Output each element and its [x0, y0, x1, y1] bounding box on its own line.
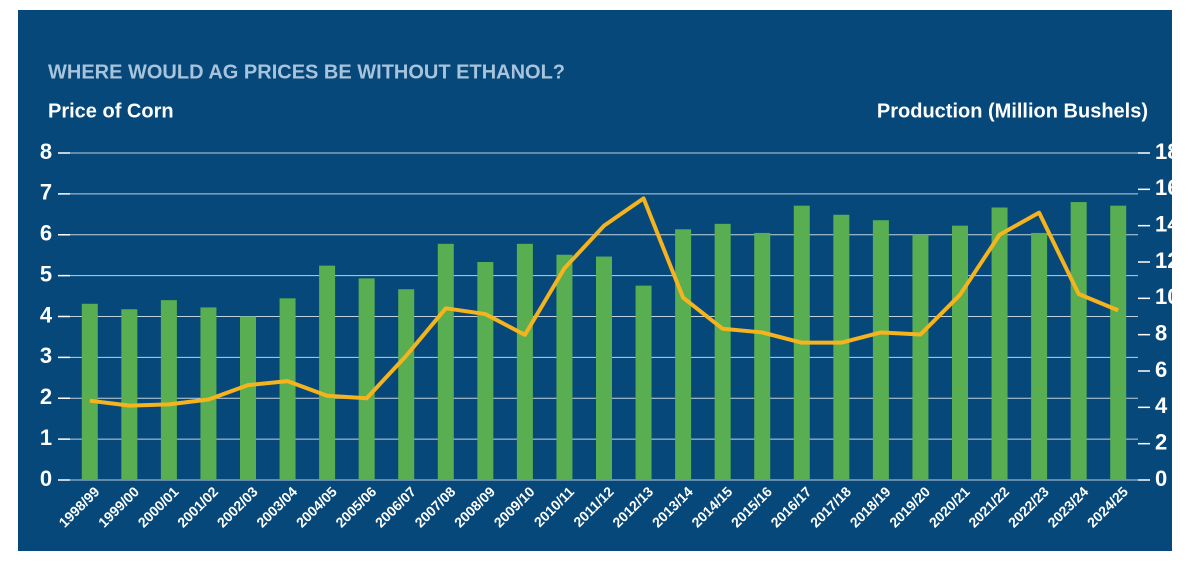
y-tick-label: 3: [40, 343, 52, 368]
bar: [200, 307, 217, 480]
bar: [952, 225, 968, 480]
y2-tick-label: 18: [1155, 139, 1179, 164]
bar: [516, 243, 533, 480]
y-axis-label: Price of Corn: [48, 100, 174, 122]
y2-tick-label: 8: [1155, 320, 1167, 345]
bar: [240, 316, 256, 480]
y2-tick-label: 12: [1155, 248, 1179, 273]
y-tick-label: 1: [40, 425, 52, 450]
y-tick-label: 6: [40, 221, 52, 246]
bar: [121, 309, 138, 480]
bar: [358, 278, 375, 480]
bar: [81, 303, 98, 480]
line: [89, 196, 1119, 408]
bar: [1031, 232, 1048, 480]
bar: [754, 232, 771, 480]
y2-tick-label: 6: [1155, 357, 1167, 382]
bar: [714, 223, 731, 480]
y2-tick-label: 16: [1155, 175, 1179, 200]
bar: [437, 243, 454, 480]
bar: [279, 298, 296, 480]
bar: [596, 256, 612, 480]
y-tick-label: 8: [40, 139, 52, 164]
y-tick-label: 7: [40, 180, 52, 205]
bar: [477, 262, 494, 480]
y-tick-label: 0: [40, 466, 52, 491]
y2-tick-label: 10: [1155, 284, 1179, 309]
y2-tick-label: 2: [1155, 429, 1167, 454]
bar: [872, 220, 889, 480]
bar: [675, 229, 692, 480]
y2-tick-label: 0: [1155, 466, 1167, 491]
bar: [319, 265, 336, 480]
y2-tick-label: 14: [1155, 211, 1180, 236]
y2-tick-label: 4: [1155, 393, 1168, 418]
bar: [1070, 202, 1087, 481]
chart-title: WHERE WOULD AG PRICES BE WITHOUT ETHANOL…: [48, 61, 565, 83]
bar: [833, 214, 850, 480]
bar: [1110, 205, 1127, 480]
bar: [912, 234, 929, 480]
bar: [556, 254, 573, 480]
y-tick-label: 2: [40, 384, 52, 409]
y-tick-label: 4: [40, 302, 53, 327]
bar: [635, 285, 652, 480]
bar: [160, 300, 177, 480]
bar: [991, 207, 1008, 480]
y2-axis-label: Production (Million Bushels): [877, 100, 1148, 122]
bar: [398, 289, 415, 480]
y-tick-label: 5: [40, 261, 52, 286]
